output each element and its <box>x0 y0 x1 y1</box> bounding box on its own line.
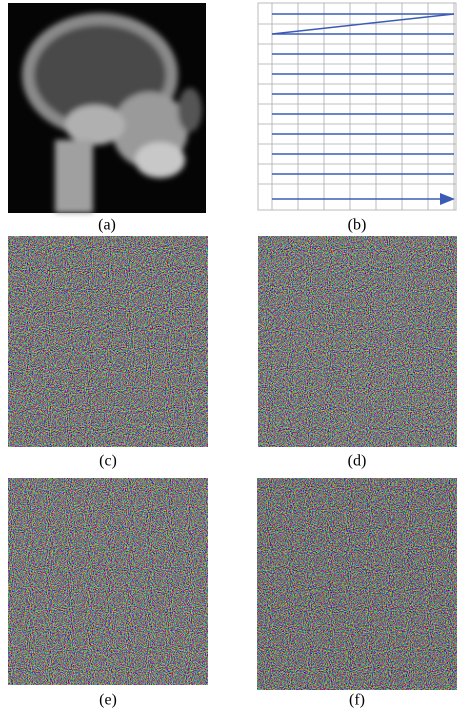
encrypted-image <box>8 236 208 447</box>
caption: (e) <box>99 692 117 709</box>
xray-image <box>8 3 206 213</box>
caption: (c) <box>99 453 117 470</box>
figure: (a) (b) (c) <box>0 0 464 713</box>
caption: (d) <box>348 453 367 470</box>
caption: (f) <box>349 692 365 709</box>
encrypted-image <box>257 478 457 690</box>
encrypted-image <box>8 478 208 685</box>
encrypted-image <box>258 236 457 447</box>
caption: (b) <box>348 217 367 234</box>
scan-grid <box>258 3 456 210</box>
page: (a) (b) (c) <box>0 0 464 713</box>
caption: (a) <box>98 217 116 234</box>
